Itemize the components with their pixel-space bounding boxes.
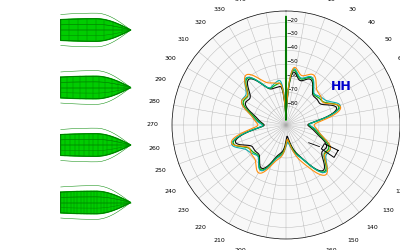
Polygon shape xyxy=(61,191,131,214)
Polygon shape xyxy=(61,76,131,99)
Polygon shape xyxy=(61,134,131,156)
Polygon shape xyxy=(61,19,131,41)
Text: HH: HH xyxy=(331,80,352,93)
